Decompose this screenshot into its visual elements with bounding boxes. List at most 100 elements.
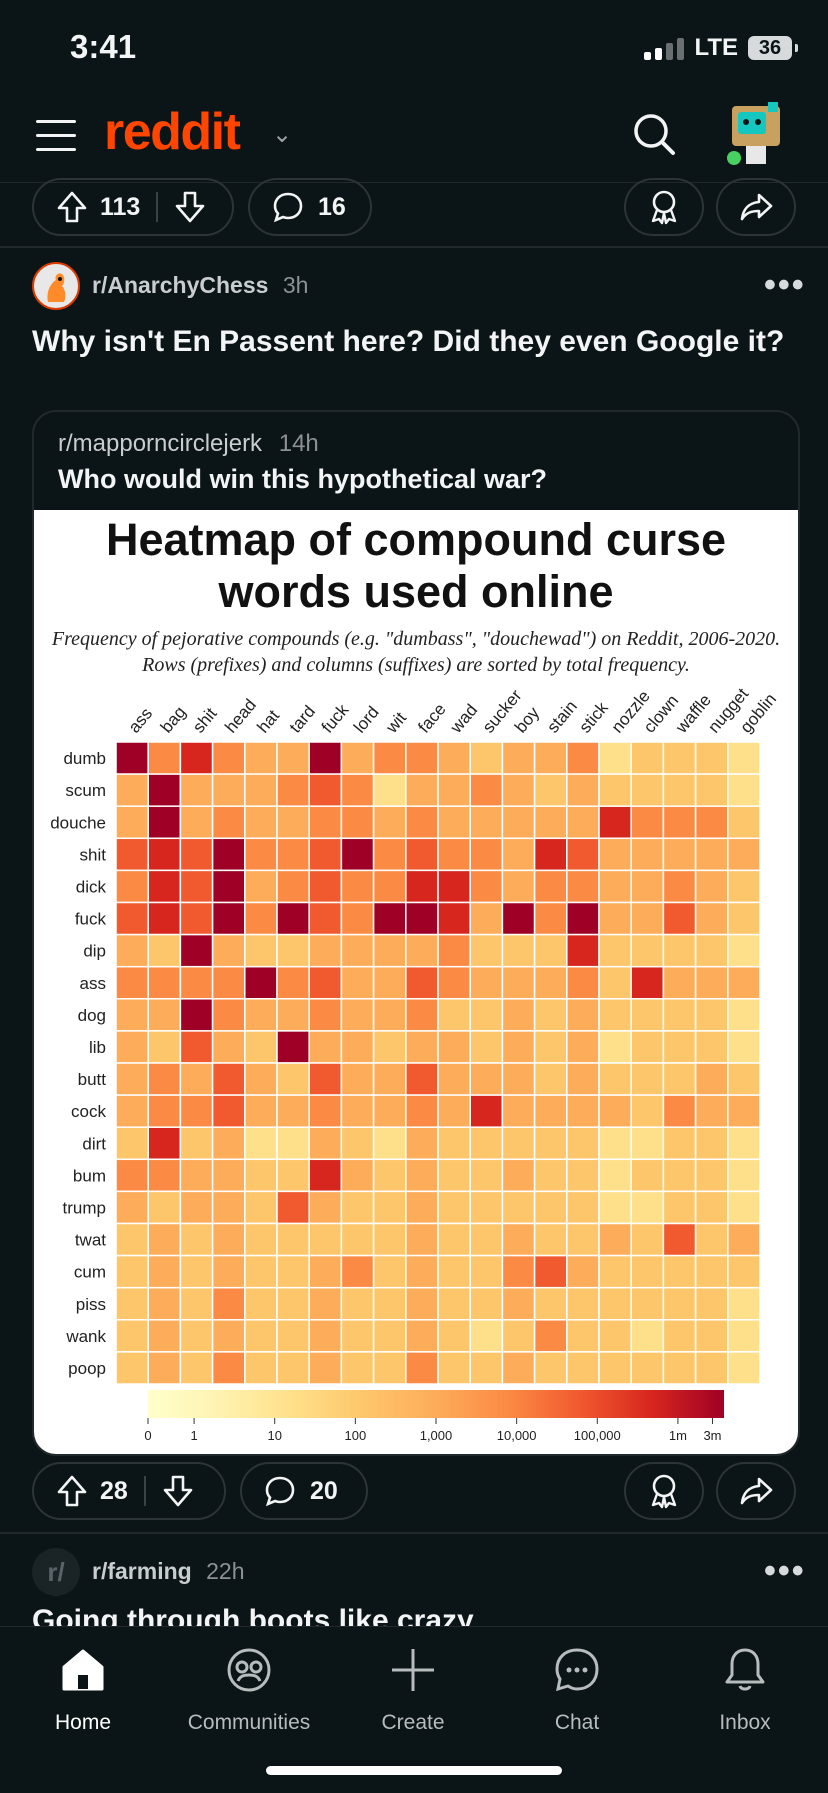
downvote-icon[interactable] (174, 190, 206, 224)
row-label: poop (68, 1359, 106, 1378)
heatmap-cell (147, 1222, 182, 1257)
award-button[interactable] (624, 178, 704, 236)
menu-icon[interactable] (36, 120, 76, 152)
comments-button[interactable]: 16 (248, 178, 372, 236)
upvote-icon[interactable] (56, 1474, 88, 1508)
subreddit-name[interactable]: r/farming (92, 1558, 192, 1584)
heatmap-cell (501, 965, 536, 1000)
heatmap-cell (244, 837, 278, 872)
share-button[interactable] (716, 178, 796, 236)
heatmap-cell (211, 1351, 246, 1385)
upvote-icon[interactable] (56, 190, 88, 224)
heatmap-cell (405, 837, 439, 872)
colorbar-tick-label: 10,000 (497, 1428, 537, 1443)
heatmap-cell (501, 1190, 536, 1225)
heatmap-cell (630, 901, 665, 936)
heatmap-cell (147, 998, 182, 1032)
heatmap-cell (308, 1351, 343, 1385)
heatmap-cell (308, 837, 343, 872)
row-label: lib (89, 1038, 106, 1057)
share-button[interactable] (716, 1462, 796, 1520)
heatmap-cell (727, 1190, 761, 1225)
more-options-icon[interactable]: ••• (764, 1552, 806, 1590)
colorbar-tick-label: 1m (669, 1428, 687, 1443)
heatmap-cell (469, 1094, 504, 1128)
heatmap-cell (211, 965, 246, 1000)
nav-communities[interactable]: Communities (174, 1645, 324, 1735)
heatmap-cell (308, 933, 343, 968)
nav-chat[interactable]: Chat (502, 1645, 652, 1735)
post-title[interactable]: Why isn't En Passent here? Did they even… (32, 325, 785, 358)
heatmap-cell (244, 1222, 278, 1257)
comments-button[interactable]: 20 (240, 1462, 368, 1520)
crosspost-card[interactable]: r/mapporncirclejerk 14h Who would win th… (32, 410, 800, 1456)
award-button[interactable] (624, 1462, 704, 1520)
heatmap-cell (405, 1030, 439, 1064)
heatmap-cell (727, 869, 761, 904)
heatmap-cell (405, 1158, 439, 1193)
heatmap-cell (115, 1190, 149, 1225)
heatmap-cell (566, 741, 600, 775)
nav-inbox[interactable]: Inbox (670, 1645, 820, 1735)
heatmap-cell (115, 1319, 149, 1353)
subreddit-avatar[interactable] (32, 262, 80, 310)
heatmap-cell (566, 1094, 600, 1128)
heatmap-cell (566, 1351, 600, 1385)
status-time: 3:41 (70, 28, 137, 65)
heatmap-cell (662, 965, 697, 1000)
bell-icon (725, 1648, 765, 1691)
subreddit-name[interactable]: r/AnarchyChess (92, 272, 269, 298)
nav-create[interactable]: Create (338, 1645, 488, 1735)
heatmap-cell (533, 773, 568, 807)
colorbar-tick-label: 1 (190, 1428, 197, 1443)
heatmap-cell (694, 1222, 729, 1257)
row-label: dumb (63, 749, 106, 768)
heatmap-cell (469, 1158, 504, 1193)
heatmap-cell (566, 1158, 600, 1193)
heatmap-cell (662, 901, 697, 936)
heatmap-cell (179, 998, 214, 1032)
heatmap-cell (340, 933, 375, 968)
heatmap-cell (469, 965, 504, 1000)
heatmap-cell (115, 1351, 149, 1385)
heatmap-cell (372, 1351, 407, 1385)
heatmap-cell (694, 998, 729, 1032)
heatmap-cell (566, 1319, 600, 1353)
heatmap-cell (501, 1286, 536, 1321)
reddit-logo[interactable]: reddit (104, 103, 241, 161)
heatmap-cell (630, 869, 665, 904)
heatmap-cell (598, 965, 632, 1000)
user-avatar[interactable] (724, 98, 788, 168)
heatmap-cell (469, 1030, 504, 1064)
heatmap-cell (469, 1351, 504, 1385)
subreddit-avatar[interactable]: r/ (32, 1548, 80, 1596)
heatmap-cell (115, 1126, 149, 1161)
heatmap-cell (533, 741, 568, 775)
heatmap-cell (147, 1286, 182, 1321)
heatmap-cell (211, 1254, 246, 1289)
communities-icon (227, 1648, 271, 1692)
downvote-icon[interactable] (162, 1474, 194, 1508)
heatmap-cell (244, 998, 278, 1032)
crosspost-subreddit[interactable]: r/mapporncirclejerk (58, 430, 263, 457)
row-label: bum (73, 1166, 106, 1185)
nav-home[interactable]: Home (8, 1645, 158, 1735)
chevron-down-icon[interactable]: ⌄ (272, 121, 293, 148)
heatmap-cell (211, 1222, 246, 1257)
more-options-icon[interactable]: ••• (764, 266, 806, 304)
heatmap-cell (566, 837, 600, 872)
heatmap-cell (372, 741, 407, 775)
heatmap-cell (372, 1319, 407, 1353)
heatmap-cell (372, 933, 407, 968)
heatmap-cell (533, 1030, 568, 1064)
heatmap-cell (533, 1190, 568, 1225)
heatmap-cell (727, 965, 761, 1000)
heatmap-cell (340, 773, 375, 807)
heatmap-cell (405, 901, 439, 936)
heatmap-cell (694, 1094, 729, 1128)
post-title[interactable]: Going through boots like crazy (32, 1604, 474, 1626)
search-icon[interactable] (632, 112, 676, 156)
heatmap-cell (566, 1222, 600, 1257)
heatmap-image[interactable]: Heatmap of compound curse words used onl… (34, 510, 798, 1454)
heatmap-cell (276, 1126, 310, 1161)
